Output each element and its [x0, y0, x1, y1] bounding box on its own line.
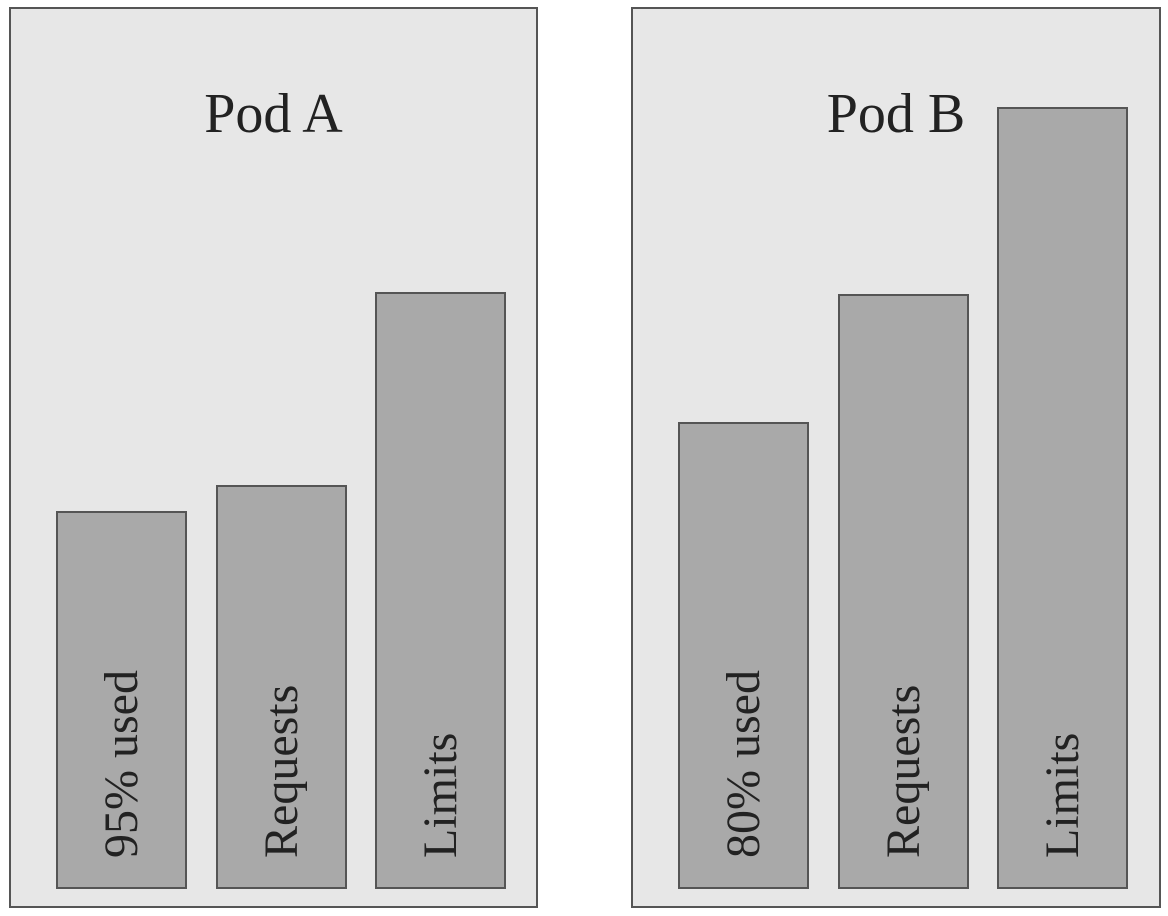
- bar-label: Limits: [414, 733, 467, 858]
- bar-label: 80% used: [717, 670, 770, 858]
- bar: [678, 422, 809, 889]
- panel: Pod B 80% used Requests Limits: [631, 7, 1161, 908]
- bar: [838, 294, 969, 889]
- bar: [997, 107, 1128, 889]
- bar-label: Requests: [255, 685, 308, 858]
- bar: [56, 511, 187, 889]
- panel-title: Pod A: [204, 83, 343, 145]
- bar-label: Limits: [1036, 733, 1089, 858]
- bar: [216, 485, 347, 889]
- bar: [375, 292, 506, 889]
- bar-label: Requests: [877, 685, 930, 858]
- bar-label: 95% used: [95, 670, 148, 858]
- panel: Pod A 95% used Requests Limits: [9, 7, 538, 908]
- panel-title: Pod B: [827, 83, 966, 145]
